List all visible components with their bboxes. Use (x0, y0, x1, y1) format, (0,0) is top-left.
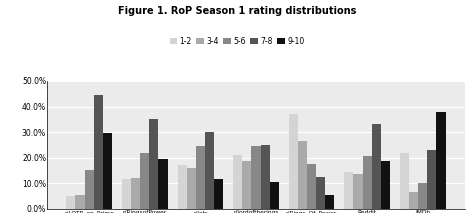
Bar (187, 168, 196, 209)
Bar (214, 179, 223, 209)
Bar (196, 146, 205, 209)
Bar (103, 133, 112, 209)
Bar (381, 161, 390, 209)
Bar (437, 112, 446, 209)
Bar (242, 161, 251, 209)
Bar (158, 159, 168, 209)
Bar (409, 192, 418, 209)
Bar (289, 114, 298, 209)
Bar (418, 183, 427, 209)
Bar (131, 178, 140, 209)
Bar (149, 119, 158, 209)
Bar (251, 146, 261, 209)
Bar (75, 195, 85, 209)
Bar (354, 174, 363, 209)
Bar (307, 164, 316, 209)
Bar (372, 124, 381, 209)
Bar (94, 95, 103, 209)
Bar (205, 132, 214, 209)
Bar (363, 156, 372, 209)
Bar (178, 165, 187, 209)
Bar (325, 195, 334, 209)
Bar (427, 150, 437, 209)
Bar (122, 179, 131, 209)
Bar (66, 196, 75, 209)
Legend: 1-2, 3-4, 5-6, 7-8, 9-10: 1-2, 3-4, 5-6, 7-8, 9-10 (166, 34, 308, 49)
Bar (344, 172, 354, 209)
Text: Figure 1. RoP Season 1 rating distributions: Figure 1. RoP Season 1 rating distributi… (118, 6, 356, 16)
Bar (400, 153, 409, 209)
Bar (316, 177, 325, 209)
Bar (261, 145, 270, 209)
Bar (85, 170, 94, 209)
Bar (270, 182, 279, 209)
Bar (140, 153, 149, 209)
Bar (233, 155, 242, 209)
Bar (298, 141, 307, 209)
